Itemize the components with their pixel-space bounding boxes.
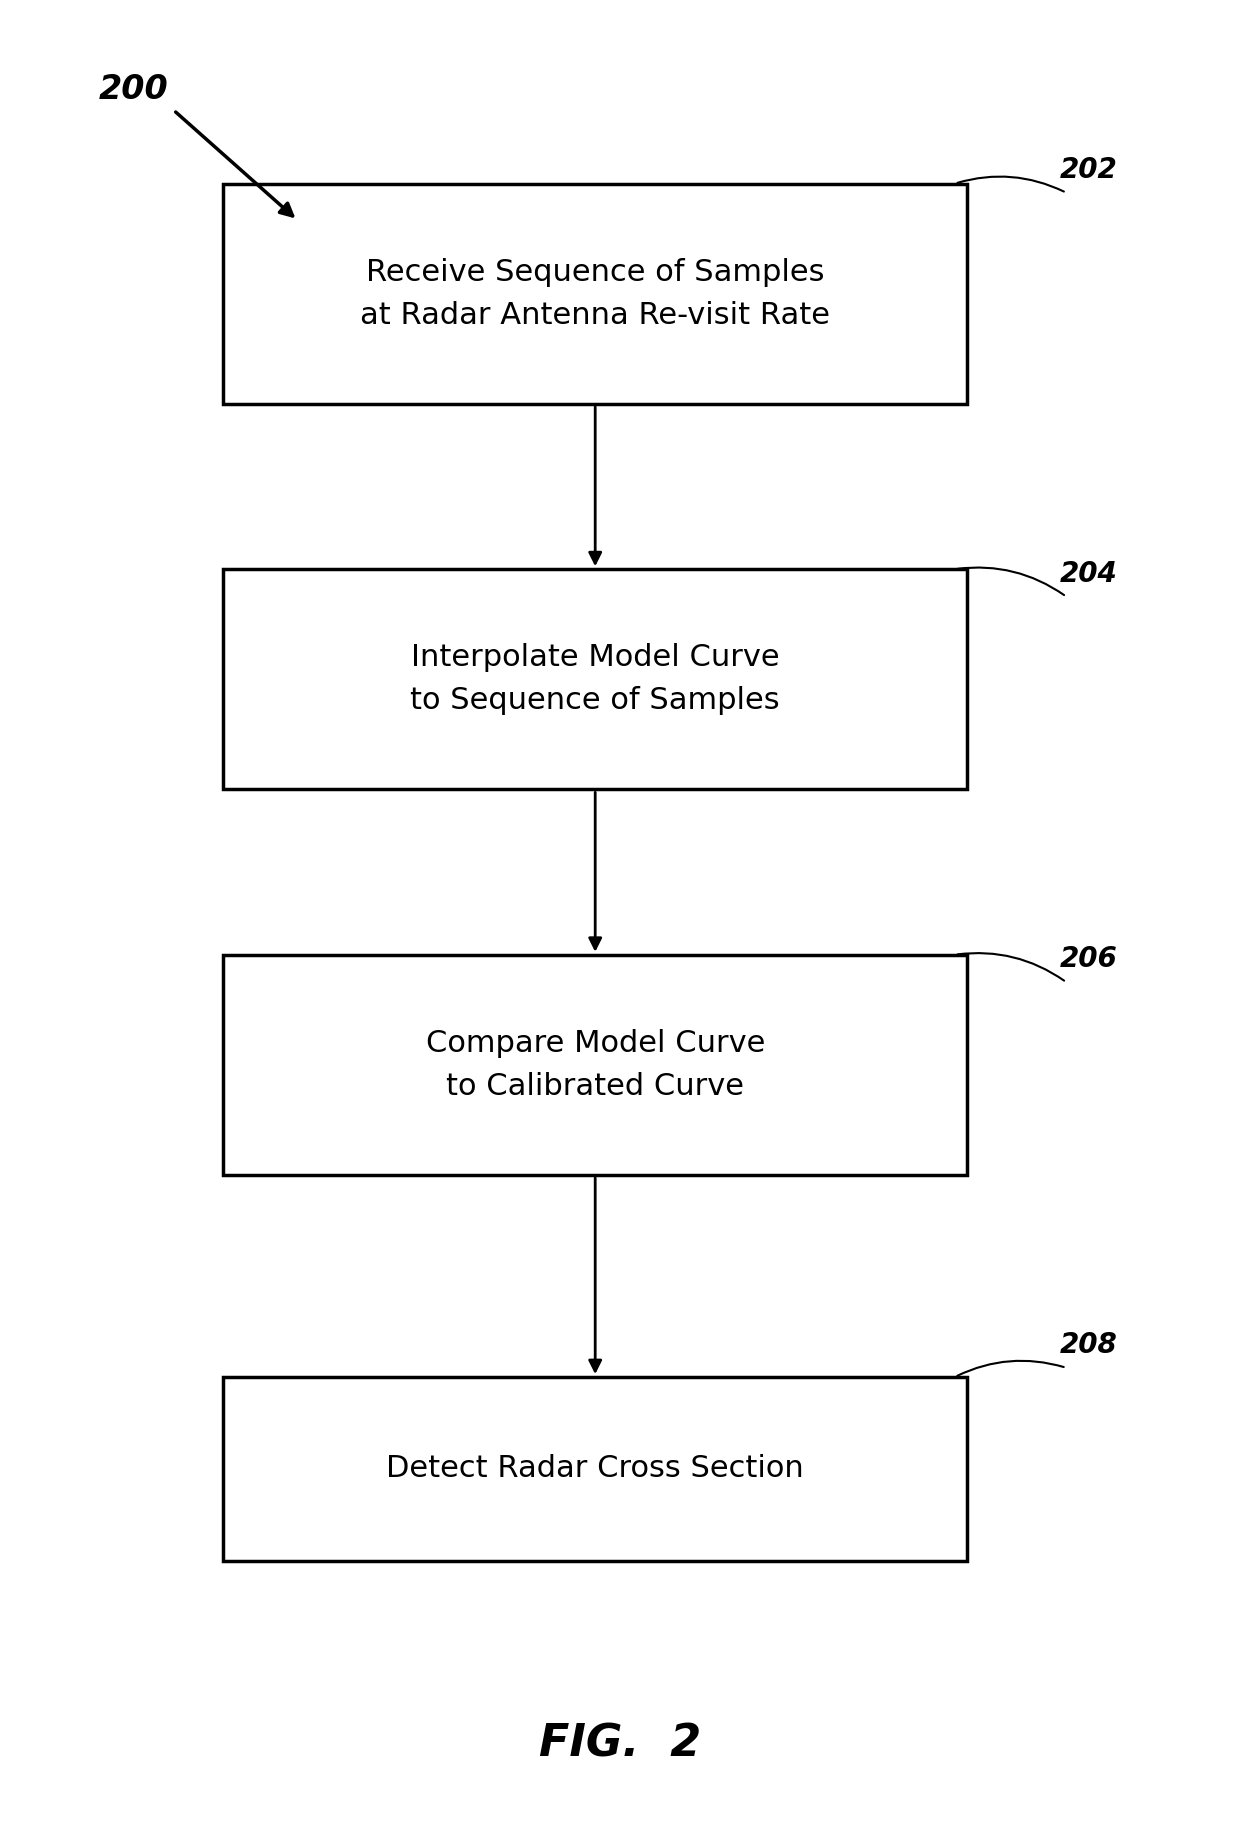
Text: Receive Sequence of Samples
at Radar Antenna Re-visit Rate: Receive Sequence of Samples at Radar Ant… <box>360 257 831 330</box>
FancyBboxPatch shape <box>223 569 967 789</box>
Text: Interpolate Model Curve
to Sequence of Samples: Interpolate Model Curve to Sequence of S… <box>410 643 780 716</box>
Text: Compare Model Curve
to Calibrated Curve: Compare Model Curve to Calibrated Curve <box>425 1028 765 1102</box>
Text: 208: 208 <box>1060 1331 1118 1359</box>
Text: Detect Radar Cross Section: Detect Radar Cross Section <box>387 1454 804 1483</box>
Text: 202: 202 <box>1060 156 1118 184</box>
FancyBboxPatch shape <box>223 955 967 1175</box>
Text: 200: 200 <box>99 73 169 106</box>
Text: FIG.  2: FIG. 2 <box>539 1722 701 1766</box>
FancyBboxPatch shape <box>223 1377 967 1561</box>
Text: 206: 206 <box>1060 946 1118 973</box>
FancyBboxPatch shape <box>223 184 967 404</box>
Text: 204: 204 <box>1060 560 1118 588</box>
